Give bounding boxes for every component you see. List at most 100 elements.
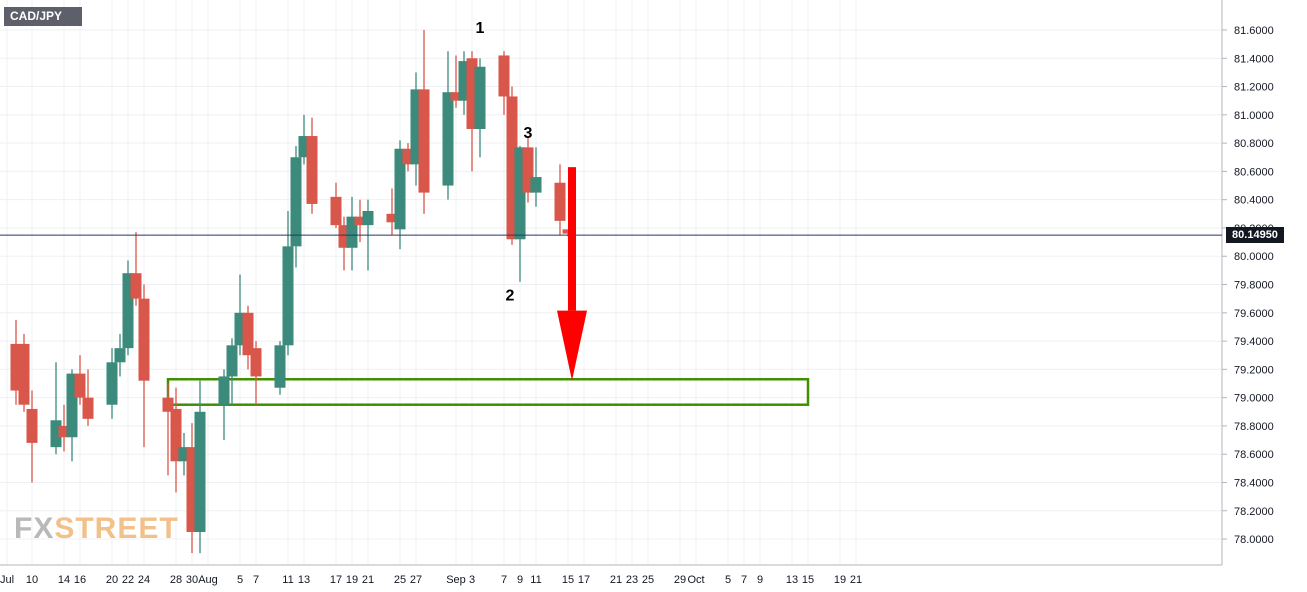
candle-body[interactable] [346,216,358,248]
candle-body[interactable] [554,182,566,221]
y-tick-label: 81.0000 [1234,110,1274,122]
candle-body[interactable] [10,343,22,391]
candle-body[interactable] [338,225,350,248]
candle-body[interactable] [26,408,38,443]
x-tick-label: 29 [674,574,686,586]
candle-body[interactable] [418,89,430,193]
down-arrow-head [557,310,587,381]
candle-body[interactable] [386,213,398,223]
x-tick-label: 7 [501,574,507,586]
x-tick-label: 21 [610,574,622,586]
x-tick-label: 9 [757,574,763,586]
fxstreet-logo: FXSTREET [14,512,179,546]
candle-body[interactable] [306,136,318,204]
candle-body[interactable] [50,420,62,448]
candle-body[interactable] [274,345,286,388]
candle-body[interactable] [66,373,78,438]
down-arrow-shaft [568,167,576,311]
x-tick-label: Oct [687,574,704,586]
candle-body[interactable] [362,210,374,226]
x-tick-label: 28 [170,574,182,586]
candle-body[interactable] [506,96,518,240]
x-tick-label: 19 [346,574,358,586]
candle-body[interactable] [106,362,118,405]
candle-body[interactable] [354,216,366,226]
x-tick-label: 23 [626,574,638,586]
candle-body[interactable] [330,196,342,226]
candle-body[interactable] [474,66,486,129]
x-tick-label: 11 [530,574,541,586]
x-tick-label: 13 [786,574,798,586]
candle-body[interactable] [130,273,142,299]
x-tick-label: 3 [469,574,475,586]
candle-body[interactable] [410,89,422,165]
candle-body[interactable] [290,157,302,247]
x-tick-label: 17 [578,574,590,586]
candle-body[interactable] [250,348,262,377]
candle-body[interactable] [226,345,238,377]
x-tick-label: 25 [394,574,406,586]
candle-body[interactable] [218,376,230,405]
candle-body[interactable] [234,312,246,346]
x-tick-label: 14 [58,574,70,586]
candle-body[interactable] [450,92,462,101]
candle-body[interactable] [498,55,510,97]
x-tick-label: Aug [198,574,218,586]
candle-body[interactable] [530,177,542,193]
x-tick-label: 15 [562,574,574,586]
candle-body[interactable] [442,92,454,186]
y-tick-label: 80.0000 [1234,251,1274,263]
x-tick-label: 10 [26,574,38,586]
candle-body[interactable] [522,147,534,193]
candle-body[interactable] [74,373,86,398]
candle-body[interactable] [58,425,70,438]
y-tick-label: 81.4000 [1234,53,1274,65]
candle-body[interactable] [186,447,198,532]
candle-body[interactable] [82,397,94,419]
candle-body[interactable] [122,273,134,349]
candle-body[interactable] [170,408,182,462]
candle-body[interactable] [402,148,414,165]
x-tick-label: 22 [122,574,134,586]
candle-body[interactable] [282,246,294,346]
candle-body[interactable] [458,61,470,101]
x-tick-label: 16 [74,574,86,586]
y-tick-label: 78.4000 [1234,477,1274,489]
candle-body[interactable] [162,397,174,412]
x-tick-label: 21 [362,574,374,586]
x-tick-label: 11 [282,574,293,586]
y-tick-label: 80.4000 [1234,195,1274,207]
x-tick-label: 7 [253,574,259,586]
x-tick-label: 5 [237,574,243,586]
y-tick-label: 78.2000 [1234,506,1274,518]
candle-body[interactable] [114,348,126,363]
x-tick-label: 19 [834,574,846,586]
wave-label-3: 3 [524,125,533,142]
wave-label-1: 1 [476,20,485,37]
y-tick-label: 79.8000 [1234,280,1274,292]
current-price-badge: 80.14950 [1226,227,1284,243]
candle-body[interactable] [194,411,206,532]
candle-body[interactable] [514,147,526,240]
x-tick-label: Sep [446,574,466,586]
candle-body[interactable] [394,148,406,230]
x-tick-label: 24 [138,574,150,586]
logo-part-fx: FX [14,512,55,545]
y-tick-label: 79.4000 [1234,336,1274,348]
x-tick-label: 30 [186,574,198,586]
candle-body[interactable] [178,447,190,462]
candle-body[interactable] [18,343,30,405]
x-tick-label: Jul [0,574,14,586]
y-tick-label: 80.8000 [1234,138,1274,150]
candle-body[interactable] [298,136,310,158]
x-tick-label: 27 [410,574,422,586]
candle-body[interactable] [138,298,150,381]
x-tick-label: 25 [642,574,654,586]
logo-part-street: STREET [54,512,179,545]
candle-body[interactable] [466,58,478,129]
candle-body[interactable] [242,312,254,356]
x-tick-label: 21 [850,574,862,586]
